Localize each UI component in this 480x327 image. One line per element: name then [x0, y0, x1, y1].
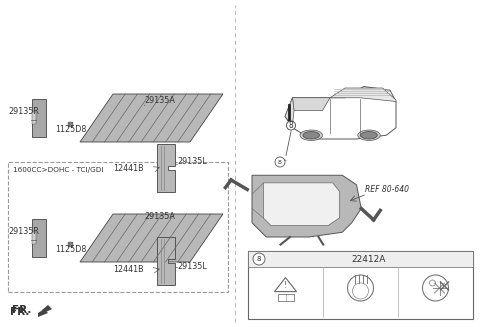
Polygon shape [157, 237, 175, 285]
Bar [32, 219, 46, 257]
Circle shape [287, 121, 296, 130]
Text: 22412A: 22412A [351, 254, 386, 264]
Circle shape [253, 253, 265, 265]
Polygon shape [80, 94, 223, 142]
Circle shape [275, 157, 285, 167]
Polygon shape [38, 309, 48, 317]
Ellipse shape [303, 131, 320, 139]
Polygon shape [157, 144, 175, 192]
Text: FR.: FR. [10, 307, 29, 317]
Text: 29135L: 29135L [177, 157, 207, 166]
Text: 1125D8: 1125D8 [55, 245, 86, 254]
Text: FR.: FR. [12, 305, 31, 315]
Polygon shape [252, 175, 361, 237]
Text: REF 80-640: REF 80-640 [365, 185, 409, 194]
Bar [32, 232, 36, 244]
Polygon shape [80, 214, 223, 262]
Ellipse shape [358, 130, 380, 141]
Polygon shape [264, 183, 339, 226]
Text: 1600CC>DOHC - TCI/GDI: 1600CC>DOHC - TCI/GDI [13, 167, 104, 173]
Polygon shape [285, 98, 294, 126]
Bar [248, 251, 473, 267]
Text: !: ! [284, 281, 287, 289]
Text: 1125D8: 1125D8 [55, 125, 86, 134]
Bar [277, 294, 293, 301]
Text: 8: 8 [257, 256, 261, 262]
Text: 29135A: 29135A [144, 212, 175, 221]
Polygon shape [292, 98, 330, 111]
Text: 12441B: 12441B [113, 265, 144, 274]
Text: 29135R: 29135R [8, 227, 39, 236]
Bar [248, 251, 473, 319]
Bar [32, 112, 36, 124]
Text: 29135R: 29135R [8, 107, 39, 116]
Polygon shape [42, 305, 52, 314]
Text: 29135A: 29135A [144, 96, 175, 105]
Text: 8: 8 [278, 160, 282, 164]
Ellipse shape [361, 131, 377, 139]
Text: 29135L: 29135L [177, 262, 207, 271]
Ellipse shape [300, 130, 323, 141]
Text: 8: 8 [288, 121, 293, 130]
Polygon shape [330, 88, 396, 101]
Bar [8, 162, 228, 292]
Bar [32, 99, 46, 137]
Text: 12441B: 12441B [113, 164, 144, 173]
